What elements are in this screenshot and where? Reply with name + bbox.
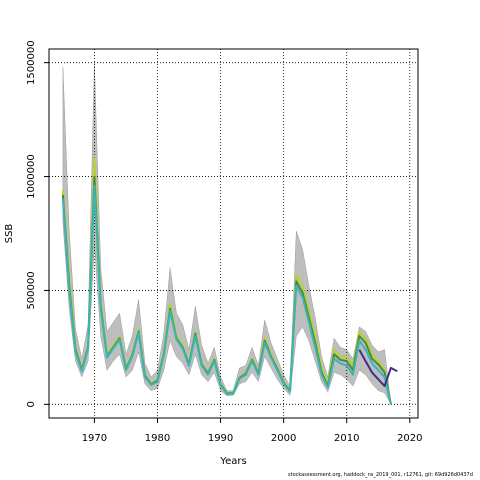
- x-tick-label: 2000: [271, 433, 296, 444]
- x-tick-label: 2020: [397, 433, 422, 444]
- x-tick-label: 1980: [145, 433, 170, 444]
- plot-area: [48, 48, 419, 419]
- x-tick-label: 1990: [208, 433, 233, 444]
- y-tick-label: 1500000: [26, 40, 37, 85]
- x-tick-label: 1970: [82, 433, 107, 444]
- x-axis: 1970 1980 1990 2000 2010 2020: [82, 418, 423, 444]
- plot-frame: [48, 48, 419, 419]
- footnote: stockassessment.org, haddock_ns_2019_001…: [288, 472, 473, 478]
- series-line: [358, 349, 398, 388]
- series-lines: [61, 157, 398, 405]
- confidence-band: [62, 62, 392, 405]
- x-axis-title: Years: [219, 456, 246, 467]
- y-tick-label: 500000: [26, 271, 37, 309]
- series-line: [61, 184, 392, 405]
- x-tick-label: 2010: [334, 433, 359, 444]
- y-tick-label: 0: [26, 401, 37, 407]
- y-axis-title: SSB: [4, 224, 15, 244]
- y-axis: 0 500000 1000000 1500000: [26, 40, 49, 408]
- y-tick-label: 1000000: [26, 154, 37, 199]
